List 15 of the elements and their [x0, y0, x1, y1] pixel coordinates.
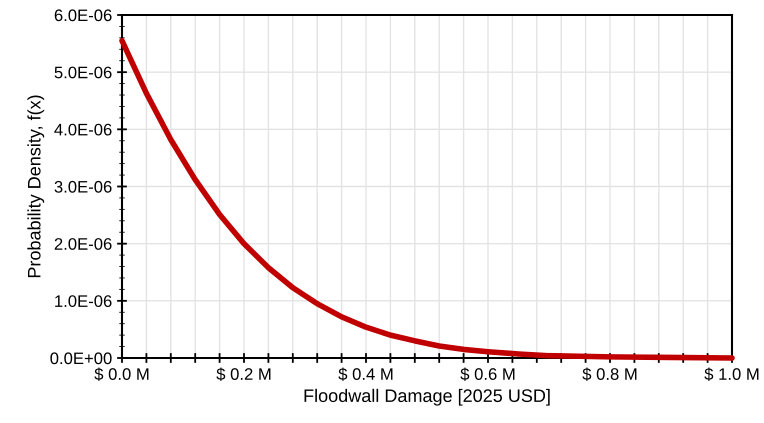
y-axis-title: Probability Density, f(x)	[27, 95, 44, 278]
y-tick-label: 3.0E-06	[54, 180, 112, 193]
y-tick-label: 2.0E-06	[54, 238, 112, 250]
x-axis-title: Floodwall Damage [2025 USD]	[304, 388, 550, 406]
x-tick-label: $ 1.0 M	[704, 367, 758, 381]
x-tick-label: $ 0.2 M	[216, 367, 270, 381]
y-tick-label: 6.0E-06	[54, 9, 112, 22]
x-tick-label: $ 0.6 M	[460, 367, 514, 381]
x-tick-label: $ 0.0 M	[94, 367, 148, 381]
y-tick-label: 5.0E-06	[54, 66, 112, 78]
y-tick-label: 0.0E+00	[50, 352, 112, 364]
x-tick-label: $ 0.4 M	[338, 367, 392, 381]
y-tick-label: 4.0E-06	[54, 124, 112, 136]
x-tick-label: $ 0.8 M	[582, 367, 636, 381]
y-tick-label: 1.0E-06	[55, 295, 112, 308]
